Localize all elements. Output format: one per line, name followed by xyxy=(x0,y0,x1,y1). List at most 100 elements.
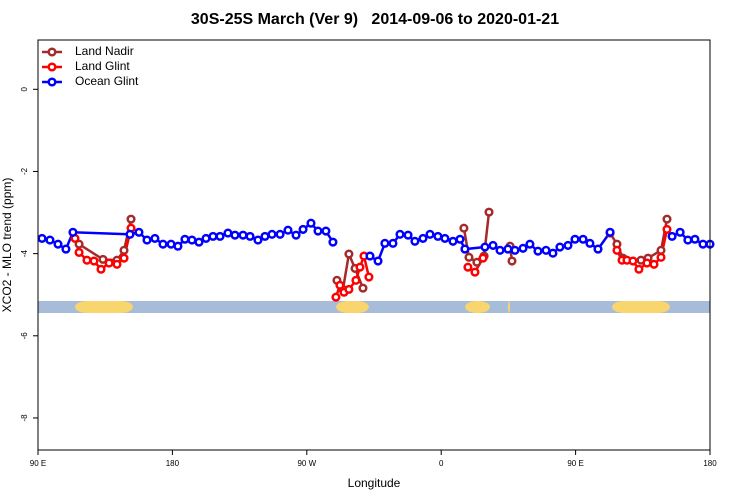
data-point xyxy=(503,244,513,254)
data-point xyxy=(649,259,659,269)
data-point xyxy=(61,244,71,254)
data-point xyxy=(313,226,323,236)
data-point xyxy=(45,235,55,245)
data-point xyxy=(440,233,450,243)
data-point xyxy=(484,207,494,217)
data-point xyxy=(260,231,270,241)
data-point xyxy=(662,214,672,224)
data-point xyxy=(238,230,248,240)
data-point xyxy=(158,239,168,249)
legend-label: Land Glint xyxy=(75,59,130,73)
data-point xyxy=(104,258,114,268)
x-tick-label: 90 E xyxy=(567,459,583,468)
data-point xyxy=(351,275,361,285)
data-point xyxy=(215,231,225,241)
data-point xyxy=(667,231,677,241)
ocean-band xyxy=(38,301,710,313)
data-point xyxy=(134,227,144,237)
data-point xyxy=(321,226,331,236)
data-point xyxy=(380,238,390,248)
data-point xyxy=(612,245,622,255)
data-point xyxy=(388,238,398,248)
data-point xyxy=(480,242,490,252)
data-point xyxy=(253,235,263,245)
legend-marker xyxy=(47,77,57,87)
data-point xyxy=(364,272,374,282)
data-point xyxy=(335,280,345,290)
data-point xyxy=(96,264,106,274)
data-point xyxy=(460,244,470,254)
data-point xyxy=(150,233,160,243)
x-tick-label: 0 xyxy=(439,459,444,468)
data-point xyxy=(355,262,365,272)
data-point xyxy=(74,239,84,249)
data-point xyxy=(459,223,469,233)
data-point xyxy=(656,252,666,262)
data-point xyxy=(208,231,218,241)
land-band xyxy=(336,301,369,313)
data-point xyxy=(173,241,183,251)
data-point xyxy=(344,284,354,294)
data-point xyxy=(585,238,595,248)
data-point xyxy=(433,231,443,241)
data-point xyxy=(89,256,99,266)
data-point xyxy=(119,253,129,263)
data-point xyxy=(548,248,558,258)
data-point xyxy=(328,237,338,247)
data-point xyxy=(488,240,498,250)
data-point xyxy=(593,244,603,254)
data-point xyxy=(525,239,535,249)
data-point xyxy=(455,234,465,244)
data-point xyxy=(112,259,122,269)
data-point xyxy=(470,267,480,277)
data-point xyxy=(533,246,543,256)
data-point xyxy=(201,233,211,243)
data-point xyxy=(518,243,528,253)
y-tick-label: -6 xyxy=(20,332,29,340)
data-point xyxy=(448,236,458,246)
legend-label: Land Nadir xyxy=(75,44,134,58)
data-point xyxy=(464,252,474,262)
data-point xyxy=(53,239,63,249)
data-point xyxy=(403,230,413,240)
data-point xyxy=(410,236,420,246)
data-point xyxy=(463,262,473,272)
data-point xyxy=(425,229,435,239)
data-point xyxy=(291,230,301,240)
data-point xyxy=(82,255,92,265)
data-point xyxy=(418,233,428,243)
data-point xyxy=(223,228,233,238)
x-tick-label: 90 E xyxy=(30,459,46,468)
data-point xyxy=(68,227,78,237)
x-tick-label: 180 xyxy=(703,459,717,468)
x-axis-label: Longitude xyxy=(348,476,401,490)
plot-frame xyxy=(37,39,711,451)
data-point xyxy=(344,249,354,259)
data-point xyxy=(563,240,573,250)
data-point xyxy=(578,234,588,244)
y-tick-label: 0 xyxy=(20,87,29,92)
land-band xyxy=(465,301,491,313)
data-point xyxy=(267,229,277,239)
data-point xyxy=(230,230,240,240)
data-point xyxy=(306,218,316,228)
data-point xyxy=(245,231,255,241)
data-point xyxy=(510,245,520,255)
data-point xyxy=(662,224,672,234)
data-point xyxy=(395,229,405,239)
data-point xyxy=(373,256,383,266)
data-point xyxy=(194,237,204,247)
data-point xyxy=(642,258,652,268)
data-point xyxy=(98,254,108,264)
data-point xyxy=(365,251,375,261)
data-point xyxy=(541,245,551,255)
land-band xyxy=(75,301,133,313)
data-point xyxy=(119,245,129,255)
data-point xyxy=(656,245,666,255)
data-point xyxy=(187,235,197,245)
land-band xyxy=(612,301,670,313)
y-axis-label: XCO2 - MLO trend (ppm) xyxy=(0,178,14,313)
data-point xyxy=(180,234,190,244)
y-tick-label: -4 xyxy=(20,250,29,258)
data-point xyxy=(283,225,293,235)
